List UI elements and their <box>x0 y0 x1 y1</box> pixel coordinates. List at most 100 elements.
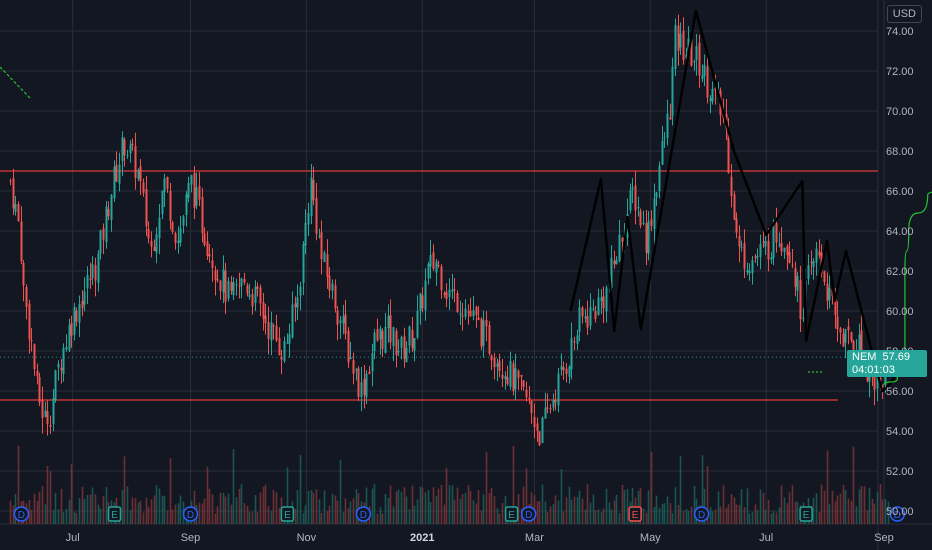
candle-body <box>482 320 485 346</box>
volume-bar <box>706 466 709 524</box>
candle-body <box>336 310 339 325</box>
candle-body <box>272 325 275 327</box>
candle-body <box>355 369 358 371</box>
volume-bar <box>99 508 102 524</box>
candle-body <box>187 183 190 198</box>
volume-bar <box>355 489 358 524</box>
volume-bar <box>216 506 219 524</box>
candle-body <box>174 233 177 244</box>
volume-bar <box>480 510 483 524</box>
candle-body <box>485 319 488 327</box>
volume-bar <box>722 485 725 524</box>
volume-bar <box>717 491 720 524</box>
volume-bar <box>842 484 845 524</box>
volume-bar <box>770 513 773 524</box>
volume-bar <box>395 491 398 524</box>
volume-bar <box>759 489 762 524</box>
price-tick-label: 64.00 <box>886 226 914 238</box>
volume-bar <box>419 486 422 524</box>
candle-body <box>357 368 360 397</box>
volume-bar <box>145 497 148 524</box>
volume-bar <box>589 502 592 524</box>
volume-bar <box>408 509 411 524</box>
volume-bar <box>570 499 573 524</box>
volume-bar <box>68 499 71 524</box>
candle-body <box>198 185 201 200</box>
candle-body <box>488 325 491 354</box>
volume-bar <box>400 491 403 524</box>
candle-body <box>783 247 786 252</box>
event-marker-label: D <box>894 510 901 521</box>
event-marker-label: E <box>803 510 810 521</box>
price-tick-label: 52.00 <box>886 466 914 478</box>
volume-bar <box>211 494 214 524</box>
volume-bar <box>517 494 520 524</box>
volume-bar <box>653 506 656 524</box>
candle-body <box>89 278 92 281</box>
volume-bar <box>626 489 629 524</box>
candle-body <box>655 192 658 198</box>
candle-body <box>166 176 169 189</box>
candle-body <box>568 366 571 377</box>
volume-bar <box>28 499 31 524</box>
candle-body <box>512 363 515 392</box>
volume-bar <box>605 488 608 524</box>
candle-body <box>847 326 850 331</box>
time-tick-label: Nov <box>297 532 317 544</box>
candle-body <box>227 280 230 299</box>
volume-bar <box>459 499 462 524</box>
candle-body <box>421 295 424 309</box>
candle-body <box>224 270 227 302</box>
dividend-marker-icon <box>13 506 30 522</box>
candle-body <box>576 335 579 344</box>
candle-body <box>83 291 86 305</box>
volume-bar <box>666 496 669 524</box>
candle-body <box>858 334 861 356</box>
volume-bar <box>147 506 150 524</box>
candle-body <box>772 223 775 258</box>
volume-bar <box>541 484 544 524</box>
volume-bar <box>347 508 350 524</box>
volume-bar <box>693 485 696 524</box>
candle-body <box>161 190 164 215</box>
candle-body <box>799 279 802 320</box>
volume-bar <box>198 502 201 524</box>
volume-bar <box>126 486 129 524</box>
volume-bar <box>131 497 134 524</box>
price-tick-label: 54.00 <box>886 426 914 438</box>
candle-body <box>881 384 884 387</box>
candle-body <box>49 424 52 427</box>
volume-bar <box>70 463 73 524</box>
volume-bar <box>78 498 81 524</box>
candle-body <box>477 317 480 321</box>
candle-body <box>746 269 749 273</box>
volume-bar <box>549 506 552 524</box>
volume-bar <box>397 489 400 524</box>
volume-bar <box>836 495 839 524</box>
volume-bar <box>748 513 751 524</box>
volume-bar <box>123 456 126 524</box>
candle-body <box>618 234 621 262</box>
symbol-label: NEM <box>852 351 877 363</box>
time-tick-label: 2021 <box>410 532 434 544</box>
volume-bar <box>709 507 712 524</box>
candle-body <box>238 285 241 287</box>
volume-bar <box>323 490 326 524</box>
volume-bar <box>828 503 831 524</box>
earnings-marker-icon <box>280 506 295 522</box>
candle-body <box>748 271 751 274</box>
candle-body <box>584 316 587 319</box>
candle-body <box>344 314 347 334</box>
volume-bar <box>794 501 797 524</box>
volume-bar <box>155 485 158 524</box>
bar-countdown: 04:01:03 <box>852 364 895 376</box>
candle-body <box>775 223 778 243</box>
currency-label[interactable]: USD <box>886 5 922 23</box>
volume-bar <box>41 486 44 524</box>
volume-bar <box>246 505 249 524</box>
candle-body <box>671 66 674 117</box>
dividend-marker-icon <box>355 506 372 522</box>
candle-body <box>163 178 166 192</box>
volume-bar <box>858 489 861 524</box>
